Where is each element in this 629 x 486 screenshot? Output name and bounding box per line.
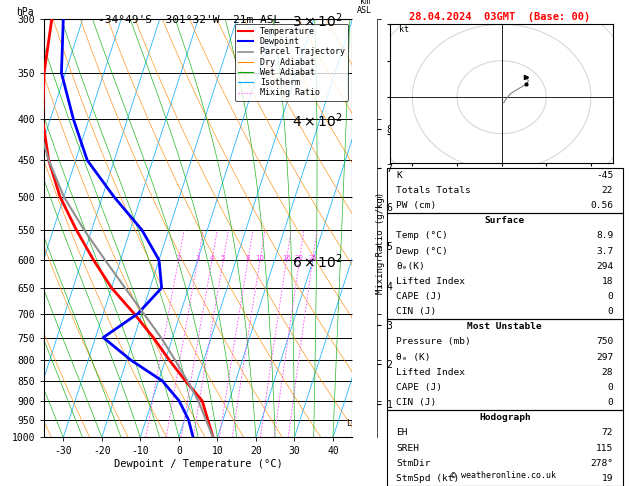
Text: StmDir: StmDir	[396, 459, 431, 468]
Text: StmSpd (kt): StmSpd (kt)	[396, 474, 460, 483]
Text: Most Unstable: Most Unstable	[467, 322, 542, 331]
Text: LCL: LCL	[347, 419, 362, 428]
Text: CAPE (J): CAPE (J)	[396, 292, 442, 301]
Text: km
ASL: km ASL	[357, 0, 372, 15]
Text: 25: 25	[308, 255, 317, 261]
X-axis label: Dewpoint / Temperature (°C): Dewpoint / Temperature (°C)	[114, 459, 282, 469]
Text: CAPE (J): CAPE (J)	[396, 383, 442, 392]
Text: 0: 0	[608, 383, 613, 392]
Text: 22: 22	[602, 186, 613, 195]
Text: 115: 115	[596, 444, 613, 452]
Text: 20: 20	[295, 255, 304, 261]
Text: 3: 3	[196, 255, 200, 261]
Text: Dewp (°C): Dewp (°C)	[396, 246, 448, 256]
Text: 18: 18	[602, 277, 613, 286]
Text: 0: 0	[608, 398, 613, 407]
Text: kt: kt	[399, 25, 409, 34]
Text: © weatheronline.co.uk: © weatheronline.co.uk	[451, 471, 555, 480]
Legend: Temperature, Dewpoint, Parcel Trajectory, Dry Adiabat, Wet Adiabat, Isotherm, Mi: Temperature, Dewpoint, Parcel Trajectory…	[235, 24, 348, 101]
Text: -45: -45	[596, 171, 613, 180]
Text: Temp (°C): Temp (°C)	[396, 231, 448, 241]
Text: 750: 750	[596, 337, 613, 347]
Text: -34°49'S  301°32'W  21m ASL: -34°49'S 301°32'W 21m ASL	[97, 15, 280, 25]
Text: 72: 72	[602, 429, 613, 437]
Text: K: K	[396, 171, 402, 180]
Text: PW (cm): PW (cm)	[396, 201, 437, 210]
Text: Lifted Index: Lifted Index	[396, 277, 465, 286]
Text: hPa: hPa	[16, 7, 34, 17]
Text: 0.56: 0.56	[590, 201, 613, 210]
Text: 8: 8	[245, 255, 250, 261]
Text: Lifted Index: Lifted Index	[396, 368, 465, 377]
Text: 297: 297	[596, 353, 613, 362]
Text: 28: 28	[602, 368, 613, 377]
Text: 28.04.2024  03GMT  (Base: 00): 28.04.2024 03GMT (Base: 00)	[409, 12, 591, 22]
Text: 2: 2	[176, 255, 181, 261]
Text: 3.7: 3.7	[596, 246, 613, 256]
Text: 8.9: 8.9	[596, 231, 613, 241]
Text: 278°: 278°	[590, 459, 613, 468]
Text: 5: 5	[221, 255, 225, 261]
Text: CIN (J): CIN (J)	[396, 307, 437, 316]
Text: 0: 0	[608, 292, 613, 301]
Text: 4: 4	[209, 255, 214, 261]
Text: Surface: Surface	[485, 216, 525, 225]
Text: θₑ (K): θₑ (K)	[396, 353, 431, 362]
Text: 0: 0	[608, 307, 613, 316]
Text: CIN (J): CIN (J)	[396, 398, 437, 407]
Text: Totals Totals: Totals Totals	[396, 186, 471, 195]
Text: SREH: SREH	[396, 444, 420, 452]
Text: 19: 19	[602, 474, 613, 483]
Text: 10: 10	[255, 255, 264, 261]
Text: θₑ(K): θₑ(K)	[396, 261, 425, 271]
Text: Hodograph: Hodograph	[479, 413, 531, 422]
Text: EH: EH	[396, 429, 408, 437]
Text: 16: 16	[282, 255, 291, 261]
Text: Mixing Ratio (g/kg): Mixing Ratio (g/kg)	[376, 192, 385, 294]
Text: Pressure (mb): Pressure (mb)	[396, 337, 471, 347]
Text: 294: 294	[596, 261, 613, 271]
